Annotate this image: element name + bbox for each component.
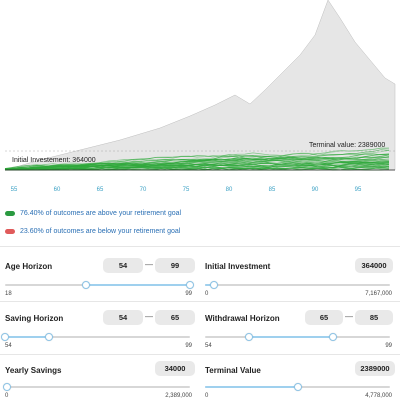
simulation-path [4, 147, 390, 170]
simulation-path [4, 155, 390, 169]
terminal-value-input[interactable]: 2389000 [355, 361, 395, 376]
divider [0, 246, 400, 247]
x-tick-label: 80 [226, 187, 233, 193]
simulation-path [4, 156, 390, 171]
withdrawal-horizon-min: 54 [205, 343, 212, 349]
age-horizon-high-input[interactable]: 99 [155, 258, 195, 273]
yearly-savings-input[interactable]: 34000 [155, 361, 195, 376]
age-horizon-panel: Age Horizon 54 — 99 18 99 [0, 253, 195, 303]
withdrawal-horizon-high-handle[interactable] [328, 333, 337, 341]
saving-horizon-track[interactable] [5, 336, 190, 338]
initial-investment-title: Initial Investment [205, 262, 271, 271]
terminal-value-title: Terminal Value [205, 366, 261, 375]
x-tick-label: 85 [269, 187, 276, 193]
age-horizon-fill [86, 284, 190, 286]
initial-investment-min: 0 [205, 291, 209, 297]
simulation-path [4, 152, 390, 170]
initial-investment-handle[interactable] [210, 281, 219, 289]
age-horizon-low-input[interactable]: 54 [103, 258, 143, 273]
withdrawal-horizon-max: 99 [385, 343, 392, 349]
age-horizon-title: Age Horizon [5, 262, 53, 271]
terminal-value-min: 0 [205, 393, 209, 399]
x-tick-label: 75 [183, 187, 190, 193]
age-horizon-min: 18 [5, 291, 12, 297]
x-tick-label: 90 [312, 187, 319, 193]
withdrawal-horizon-panel: Withdrawal Horizon 65 — 85 54 99 [200, 305, 395, 355]
legend-below-label: 23.60% of outcomes are below your retire… [20, 228, 181, 235]
saving-horizon-max: 99 [185, 343, 192, 349]
x-axis-ticks: 55 60 65 70 75 80 85 90 95 [11, 187, 362, 193]
x-tick-label: 60 [54, 187, 61, 193]
range-dash: — [145, 260, 153, 269]
saving-horizon-title: Saving Horizon [5, 314, 64, 323]
divider [0, 301, 400, 302]
yearly-savings-panel: Yearly Savings 34000 0 2,389,000 [0, 357, 195, 400]
green-swatch-icon [5, 211, 15, 216]
initial-investment-annotation: Initial Investement: 364000 [12, 157, 96, 164]
saving-horizon-panel: Saving Horizon 54 — 65 54 99 [0, 305, 195, 355]
withdrawal-horizon-low-handle[interactable] [245, 333, 254, 341]
range-dash: — [345, 312, 353, 321]
saving-horizon-low-input[interactable]: 54 [103, 310, 143, 325]
terminal-value-handle[interactable] [293, 383, 302, 391]
divider [0, 354, 400, 355]
age-horizon-high-handle[interactable] [186, 281, 194, 289]
saving-horizon-min: 54 [5, 343, 12, 349]
outcome-range-band [4, 0, 396, 171]
withdrawal-horizon-low-input[interactable]: 65 [305, 310, 343, 325]
saving-horizon-fill [5, 336, 50, 338]
red-swatch-icon [5, 229, 15, 234]
initial-investment-panel: Initial Investment 364000 0 7,167,000 [200, 253, 395, 303]
x-tick-label: 70 [140, 187, 147, 193]
range-dash: — [145, 312, 153, 321]
age-horizon-max: 99 [185, 291, 192, 297]
legend-above-label: 76.40% of outcomes are above your retire… [20, 210, 182, 217]
simulation-path [4, 153, 390, 171]
saving-horizon-low-handle[interactable] [1, 333, 9, 341]
yearly-savings-title: Yearly Savings [5, 366, 62, 375]
initial-investment-fill [205, 284, 215, 286]
legend-item-above: 76.40% of outcomes are above your retire… [5, 210, 181, 217]
saving-horizon-high-input[interactable]: 65 [155, 310, 195, 325]
terminal-value-max: 4,778,000 [365, 393, 392, 399]
initial-investment-input[interactable]: 364000 [355, 258, 393, 273]
saving-horizon-high-handle[interactable] [45, 333, 54, 341]
withdrawal-horizon-fill [249, 336, 333, 338]
legend-item-below: 23.60% of outcomes are below your retire… [5, 228, 180, 235]
initial-investment-max: 7,167,000 [365, 291, 392, 297]
yearly-savings-max: 2,389,000 [165, 393, 192, 399]
withdrawal-horizon-high-input[interactable]: 85 [355, 310, 393, 325]
terminal-value-fill [205, 386, 298, 388]
simulation-chart: Initial Investement: 364000 Terminal val… [4, 0, 396, 193]
yearly-savings-min: 0 [5, 393, 9, 399]
yearly-savings-track[interactable] [5, 386, 190, 388]
terminal-value-panel: Terminal Value 2389000 0 4,778,000 [200, 357, 395, 400]
x-tick-label: 95 [355, 187, 362, 193]
withdrawal-horizon-title: Withdrawal Horizon [205, 314, 280, 323]
x-tick-label: 55 [11, 187, 18, 193]
yearly-savings-handle[interactable] [2, 383, 11, 391]
terminal-value-annotation: Terminal value: 2389000 [309, 142, 385, 149]
age-horizon-low-handle[interactable] [82, 281, 91, 289]
x-tick-label: 65 [97, 187, 104, 193]
simulation-path [4, 162, 390, 171]
initial-investment-track[interactable] [205, 284, 390, 286]
